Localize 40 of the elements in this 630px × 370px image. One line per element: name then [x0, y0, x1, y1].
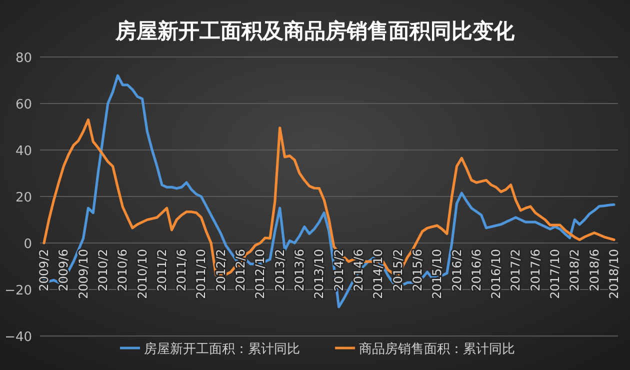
- x-tick-label: 2009/6: [56, 249, 71, 292]
- x-tick-label: 2016/10: [489, 249, 504, 299]
- x-tick-label: 2018/2: [568, 249, 582, 292]
- x-tick-label: 2012/6: [234, 249, 248, 292]
- y-tick-label: 40: [15, 144, 32, 159]
- y-tick-label: −40: [4, 330, 32, 345]
- x-tick-label: 2018/6: [587, 249, 602, 292]
- x-tick-label: 2017/2: [508, 249, 523, 292]
- x-tick-label: 2017/10: [548, 249, 562, 299]
- x-tick-label: 2011/2: [154, 249, 169, 292]
- x-tick-label: 2012/2: [214, 249, 228, 292]
- y-tick-label: 20: [15, 190, 32, 206]
- x-tick-label: 2011/6: [174, 249, 189, 292]
- chart-title: 房屋新开工面积及商品房销售面积同比变化: [114, 19, 516, 43]
- x-tick-label: 2013/10: [312, 249, 326, 299]
- x-tick-label: 2010/2: [96, 249, 110, 292]
- legend-label: 商品房销售面积：累计同比: [359, 341, 515, 357]
- y-tick-label: −20: [4, 284, 32, 298]
- x-tick-label: 2017/6: [528, 249, 542, 292]
- x-tick-label: 2014/6: [351, 249, 366, 292]
- x-tick-label: 2010/10: [135, 249, 150, 299]
- x-tick-label: 2013/6: [292, 249, 307, 292]
- x-tick-label: 2016/2: [450, 249, 464, 292]
- x-tick-label: 2018/10: [607, 249, 621, 299]
- legend-label: 房屋新开工面积：累计同比: [144, 341, 300, 357]
- x-tick-label: 2015/6: [410, 249, 424, 292]
- x-tick-label: 2015/2: [390, 249, 405, 292]
- x-tick-label: 2010/6: [116, 249, 130, 292]
- x-tick-label: 2012/10: [253, 249, 268, 299]
- x-tick-label: 2013/2: [272, 249, 287, 292]
- y-tick-label: 0: [24, 237, 32, 252]
- x-tick-label: 2011/10: [194, 249, 208, 299]
- x-tick-label: 2015/10: [430, 249, 444, 299]
- y-tick-label: 80: [15, 51, 32, 66]
- x-tick-label: 2009/2: [37, 249, 51, 292]
- x-tick-label: 2016/6: [469, 249, 484, 292]
- x-tick-label: 2009/10: [76, 249, 90, 299]
- x-tick-label: 2014/10: [371, 249, 386, 299]
- y-tick-label: 60: [15, 98, 32, 112]
- x-tick-label: 2014/2: [332, 249, 346, 292]
